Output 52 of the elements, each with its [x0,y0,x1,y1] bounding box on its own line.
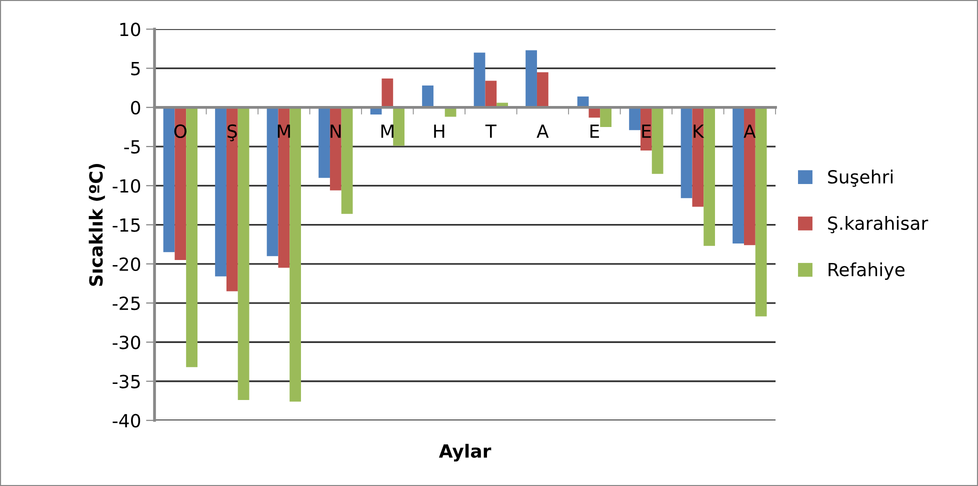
y-tick-label: -20 [112,257,140,272]
bar [732,107,744,244]
legend-label: Ş.karahisar [828,216,928,234]
bar [330,107,342,190]
y-axis-title: Sıcaklık (ºC) [88,164,105,286]
bar [704,107,716,246]
legend-label: Suşehri [828,170,893,187]
x-axis-title: Aylar [438,444,492,462]
bar [163,107,175,252]
y-tick-label: -30 [112,336,140,350]
bar [629,107,640,130]
x-tick-label: M [381,124,394,138]
bar [755,107,767,316]
x-tick-label: E [590,124,599,138]
bar [600,107,612,127]
bar [290,107,301,402]
bar [485,80,497,108]
bar [238,107,250,400]
y-tick-label: -40 [112,414,140,428]
x-tick-label: A [536,124,549,138]
bar [266,107,278,256]
bar [744,107,756,246]
legend-label: Refahiye [828,262,904,280]
bar [226,107,238,292]
x-tick-label: E [642,124,651,138]
bar [341,107,353,214]
bar [526,50,537,108]
bar [474,52,486,108]
bar [422,85,434,108]
bar [536,72,548,108]
y-tick-label: -5 [124,140,140,154]
y-tick-label: -35 [112,374,140,388]
y-tick-label: -15 [112,218,140,232]
bar [692,107,704,207]
y-tick-label: 5 [131,62,140,76]
bar [278,107,290,268]
x-tick-label: Ş [228,124,237,142]
x-tick-label: N [330,124,341,138]
y-tick-label: 10 [120,22,140,36]
bar [393,107,404,146]
y-tick-label: -10 [112,179,140,193]
bar [680,107,692,198]
bar [186,107,198,368]
y-tick-label: -25 [112,296,140,310]
bar [174,107,186,260]
bar [215,107,226,276]
bar [652,107,664,174]
x-tick-label: H [434,124,444,138]
x-tick-label: T [485,124,496,138]
bar [318,107,330,178]
y-tick-label: 0 [131,100,140,115]
bar [382,78,394,108]
